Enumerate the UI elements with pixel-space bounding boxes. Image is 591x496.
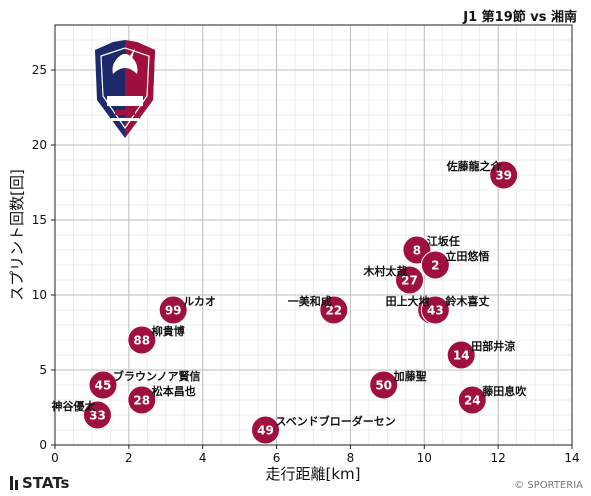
data-point-39: 39 [489,160,519,190]
data-point-14: 14 [446,340,476,370]
stats-brand: STATs [10,474,69,492]
data-point-2: 2 [420,250,450,280]
y-tick-label: 20 [32,138,47,152]
x-tick-label: 2 [125,451,133,465]
point-name-label: 佐藤龍之介 [446,159,503,173]
point-marker [82,400,112,430]
point-name-label: 木村太哉 [363,264,408,278]
point-name-label: 田上大地 [386,294,430,308]
chart-title: J1 第19節 vs 湘南 [463,10,577,25]
point-name-label: 鈴木喜丈 [445,294,489,308]
copyright: © SPORTERIA [514,480,583,491]
x-tick-label: 10 [417,451,432,465]
x-axis-label: 走行距離[km] [265,465,360,483]
point-number: 49 [257,424,274,438]
x-tick-label: 8 [347,451,355,465]
point-number: 14 [453,349,470,363]
data-point-88: 88 [127,325,157,355]
y-tick-label: 0 [39,438,47,452]
data-point-33: 33 [82,400,112,430]
y-axis-label: スプリント回数[回] [8,169,26,301]
point-number: 33 [89,409,106,423]
data-point-22: 22 [319,295,349,325]
point-name-label: 藤田息吹 [482,384,527,398]
point-number: 8 [413,244,421,258]
data-points: 398227221843998814455028243349 [82,160,519,445]
point-marker [369,370,399,400]
point-marker [158,295,188,325]
point-number: 45 [95,379,112,393]
data-point-99: 99 [158,295,188,325]
point-marker [88,370,118,400]
team-crest-logo [95,40,155,138]
x-tick-label: 12 [491,451,506,465]
x-tick-label: 14 [564,451,579,465]
y-tick-label: 25 [32,63,47,77]
point-marker [489,160,519,190]
plot-frame [54,24,573,446]
point-marker [446,340,476,370]
y-tick-label: 10 [32,288,47,302]
point-name-label: 神谷優太 [51,399,96,413]
point-number: 24 [464,394,481,408]
point-marker [457,385,487,415]
point-number: 50 [375,379,392,393]
point-name-label: 田部井涼 [471,339,515,353]
point-marker [127,325,157,355]
data-point-28: 28 [127,385,157,415]
point-name-label: 立田悠悟 [445,249,489,263]
point-number: 88 [133,334,150,348]
point-name-label: 加藤聖 [393,369,427,383]
point-number: 22 [325,304,342,318]
point-name-label: 一美和成 [288,294,332,308]
point-marker [420,250,450,280]
y-tick-label: 5 [39,363,47,377]
point-name-label: 松本昌也 [152,384,196,398]
point-name-label: 江坂任 [427,234,460,248]
point-marker [420,295,450,325]
data-point-24: 24 [457,385,487,415]
stats-brand-text: STATs [22,474,70,492]
point-marker [319,295,349,325]
point-name-label: ブラウンノア賢信 [113,369,200,383]
data-point-49: 49 [250,415,280,445]
point-number: 39 [495,169,512,183]
point-marker [127,385,157,415]
x-tick-label: 4 [199,451,207,465]
stats-bars-icon [10,476,18,490]
point-name-label: スベンドブローダーセン [275,414,395,428]
y-tick-label: 15 [32,213,47,227]
data-point-27: 27 [395,265,425,295]
x-tick-label: 6 [273,451,281,465]
point-marker [250,415,280,445]
data-point-45: 45 [88,370,118,400]
point-marker [395,265,425,295]
point-number: 43 [427,304,444,318]
data-point-43: 43 [420,295,450,325]
point-name-label: 柳貴博 [152,324,185,338]
x-tick-label: 0 [51,451,59,465]
point-number: 28 [133,394,150,408]
point-number: 99 [165,304,182,318]
point-number: 2 [431,259,439,273]
point-name-label: ルカオ [183,295,216,308]
data-point-50: 50 [369,370,399,400]
point-number: 27 [401,274,418,288]
